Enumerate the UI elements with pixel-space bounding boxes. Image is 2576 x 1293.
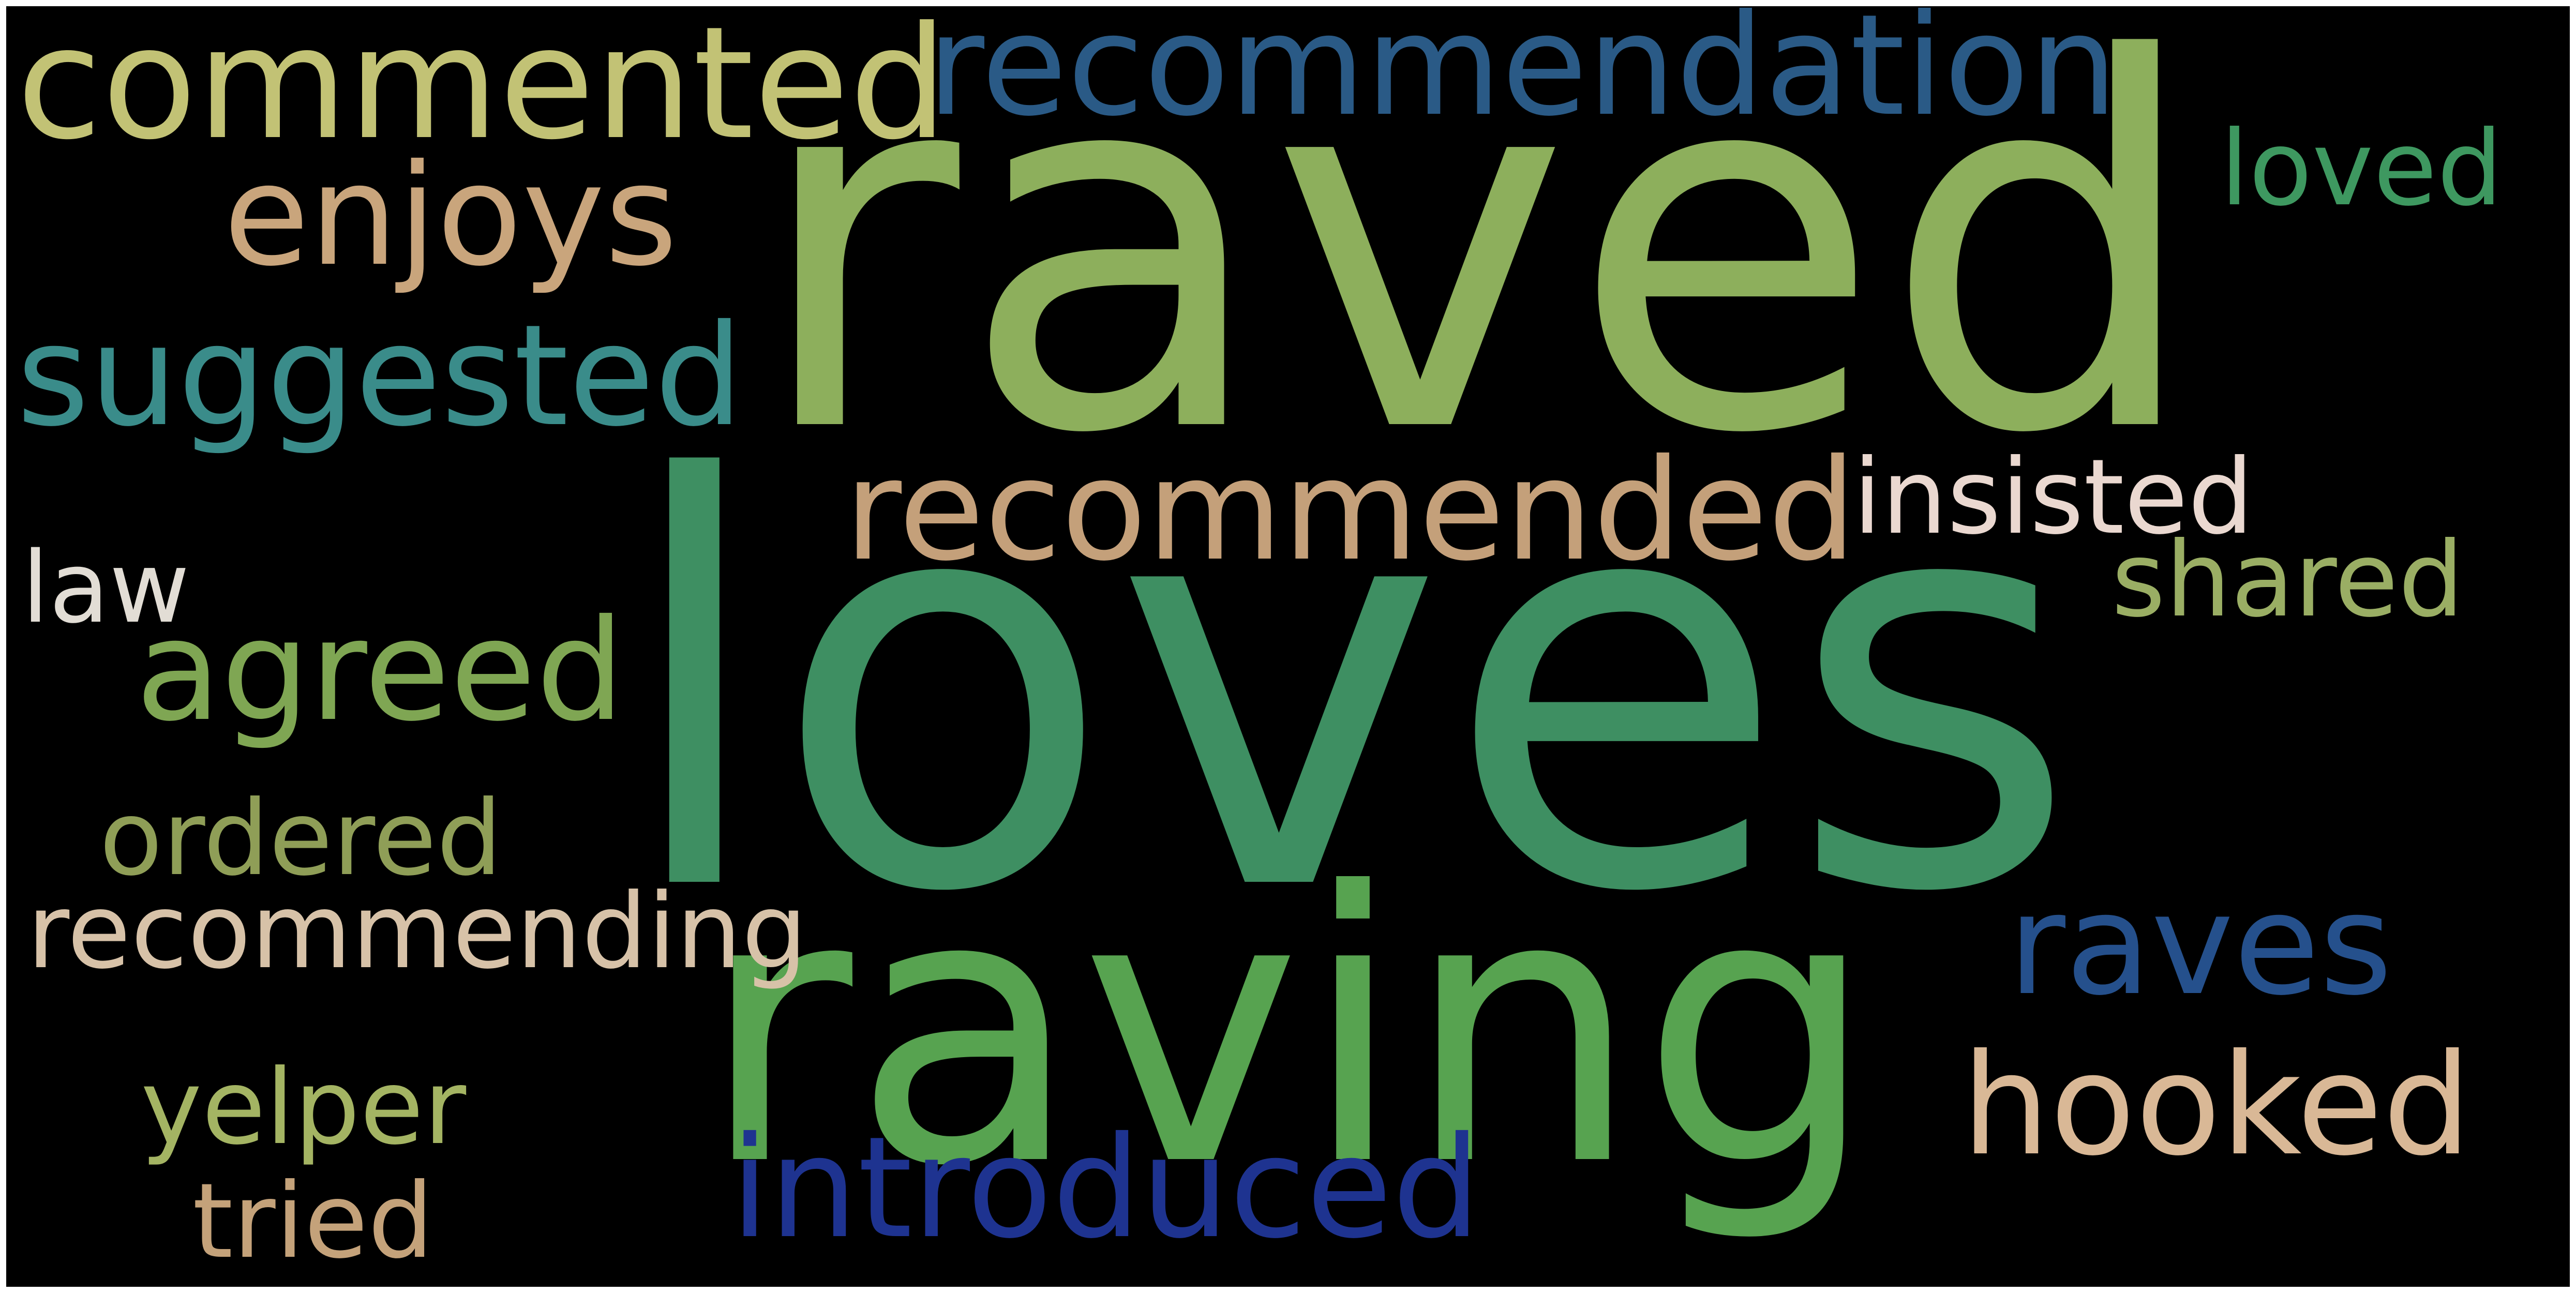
word-cloud: raved loves raving commented recommendat… [6,6,2570,1287]
word-ordered: ordered [99,778,502,899]
word-enjoys: enjoys [223,134,678,297]
word-loved: loved [2220,109,2503,229]
word-recommended: recommended [844,429,1856,592]
word-law: law [22,531,190,645]
word-raving: raving [699,814,1877,1247]
word-commented: commented [17,6,948,174]
word-suggested: suggested [17,294,743,457]
word-recommending: recommending [27,871,807,992]
word-tried: tried [192,1161,434,1282]
word-agreed: agreed [136,589,625,752]
word-raved: raved [751,6,2204,544]
word-recommendation: recommendation [927,6,2118,147]
word-introduced: introduced [730,1106,1481,1269]
word-shared: shared [2111,520,2464,640]
word-raves: raves [2008,863,2393,1026]
word-hooked: hooked [1961,1024,2472,1186]
word-yelper: yelper [141,1047,467,1168]
word-loves: loves [617,364,2079,1014]
word-insisted: insisted [1853,437,2254,558]
